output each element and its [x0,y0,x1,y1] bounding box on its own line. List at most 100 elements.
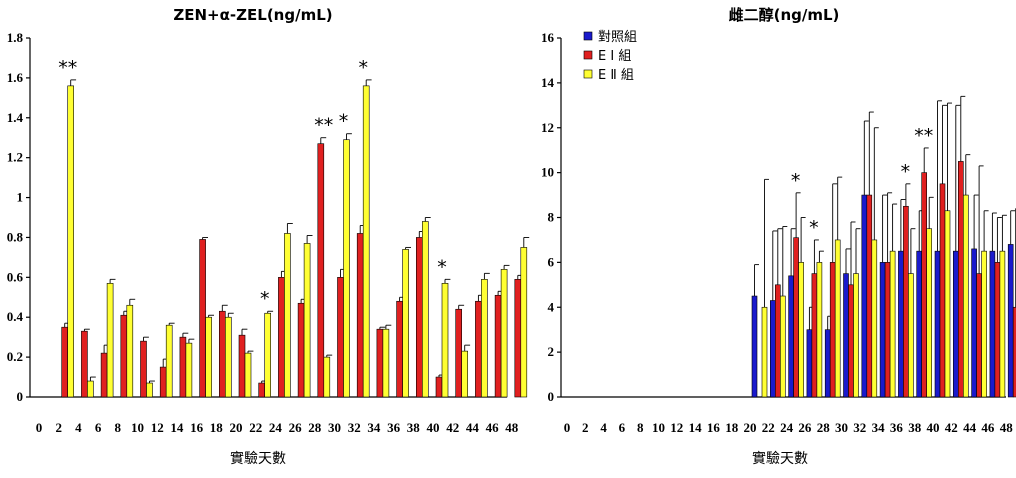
x-tick-label: 0 [36,420,43,435]
bar [889,250,896,398]
y-tick-label: 1.8 [7,30,24,45]
bar [999,250,1006,398]
x-tick-label: 42 [446,420,459,435]
y-tick-label: 0.8 [7,229,24,244]
x-tick-label: 40 [927,420,940,435]
x-tick-label: 12 [670,420,683,435]
y-tick-label: 14 [541,75,555,90]
x-tick-label: 48 [1000,420,1014,435]
bar [884,262,891,398]
x-tick-label: 34 [872,420,886,435]
x-tick-label: 14 [689,420,703,435]
bar [258,382,266,398]
bar [816,262,823,398]
x-tick-label: 4 [75,420,82,435]
bar [806,329,813,398]
bar [396,300,403,398]
bar [303,243,311,398]
significance-marker: * [791,170,801,192]
x-tick-label: 26 [289,420,303,435]
bar [994,262,1001,398]
bar [769,300,776,398]
bar [853,273,859,398]
bar [278,277,285,398]
x-tick-label: 18 [725,420,739,435]
significance-marker: ** [314,115,333,137]
bar [1007,244,1014,398]
bar [356,233,364,398]
bar [934,250,941,398]
x-tick-label: 6 [619,420,626,435]
bar [957,161,964,398]
bar [205,316,212,398]
x-tick-label: 16 [707,420,721,435]
y-tick-label: 0.6 [7,269,24,284]
bar [126,304,134,398]
bar [323,356,331,398]
x-tick-label: 4 [600,420,607,435]
bar [793,237,799,398]
significance-marker: * [260,288,270,310]
bar [199,239,206,398]
bar [866,194,873,398]
x-tick-label: 28 [308,420,322,435]
x-tick-label: 34 [367,420,381,435]
bar [146,382,153,398]
bar [848,284,854,398]
bar [317,143,325,398]
y-tick-label: 1 [17,190,24,205]
chart-title: 雌二醇(ng/mL) [729,6,840,24]
significance-marker: ** [58,57,77,79]
bar [81,330,88,398]
x-tick-label: 24 [780,420,794,435]
bar [981,250,987,398]
y-tick-label: 1.2 [7,150,23,165]
x-tick-label: 40 [427,420,440,435]
bar [61,326,69,398]
bar [903,205,909,398]
bar [284,233,291,398]
bar [834,239,841,398]
bar [402,249,409,398]
bar [475,300,482,398]
significance-marker: * [809,217,819,239]
legend-swatch [583,69,593,79]
x-tick-label: 2 [582,420,589,435]
bar [926,228,933,398]
bar [441,283,449,398]
bar [829,262,836,398]
x-tick-label: 16 [190,420,204,435]
bar [435,376,443,398]
bar [520,247,528,398]
x-tick-label: 32 [348,420,361,435]
bar [179,336,187,398]
significance-marker: * [358,57,368,79]
y-tick-label: 6 [548,254,555,269]
y-tick-label: 0.4 [7,309,24,324]
x-tick-label: 8 [115,420,122,435]
bar [455,308,463,398]
x-tick-label: 6 [95,420,102,435]
bar [337,277,344,398]
y-tick-label: 0 [17,389,24,404]
bar [67,85,74,398]
bar [421,221,429,398]
y-tick-label: 1.6 [7,70,24,85]
x-tick-label: 10 [652,420,665,435]
y-tick-label: 8 [548,210,555,225]
y-tick-label: 12 [541,120,554,135]
bar [751,295,758,398]
x-tick-label: 22 [249,420,262,435]
x-tick-label: 30 [835,420,848,435]
x-tick-label: 20 [230,420,243,435]
zen-chart: ZEN+α-ZEL(ng/mL) 0 0.2 0.4 0.6 0.8 1 1.2 1.4 1.6 1… [7,6,530,467]
bar [100,352,108,398]
bar [921,172,928,398]
legend-swatch [583,31,593,41]
x-tick-label: 30 [328,420,341,435]
bar [264,312,272,398]
x-tick-label: 46 [486,420,500,435]
bar [843,273,849,398]
x-tick-label: 18 [210,420,224,435]
